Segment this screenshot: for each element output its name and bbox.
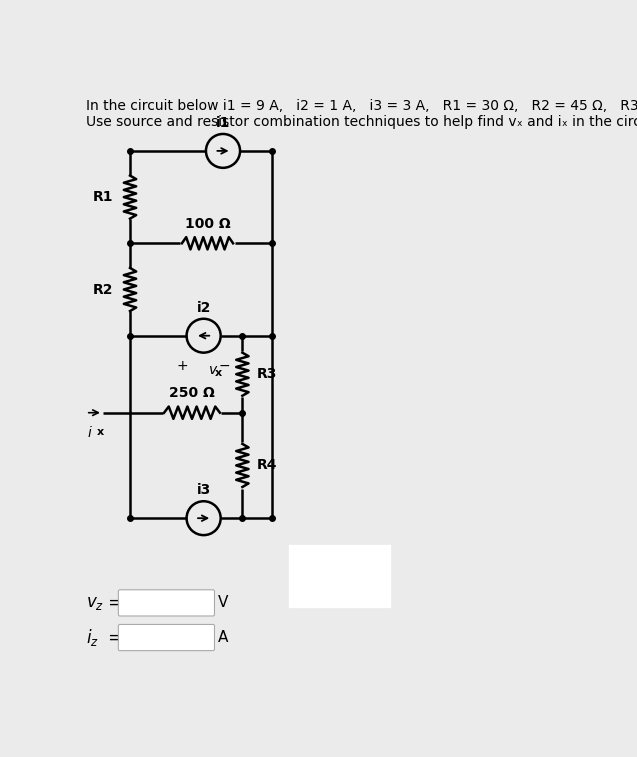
- Text: Use source and resistor combination techniques to help find vₓ and iₓ in the cir: Use source and resistor combination tech…: [86, 116, 637, 129]
- Text: R2: R2: [92, 282, 113, 297]
- Text: +: +: [177, 359, 189, 372]
- Text: V: V: [218, 596, 228, 610]
- Text: $i_z$: $i_z$: [86, 627, 99, 648]
- Text: x: x: [215, 368, 222, 378]
- Text: $v_z$: $v_z$: [86, 594, 104, 612]
- Text: $v$: $v$: [208, 363, 218, 378]
- FancyBboxPatch shape: [118, 590, 215, 616]
- FancyBboxPatch shape: [289, 545, 390, 607]
- Text: −: −: [218, 359, 231, 372]
- Text: i3: i3: [196, 484, 211, 497]
- Text: $i$: $i$: [87, 425, 93, 440]
- Text: R3: R3: [256, 367, 276, 382]
- Text: =: =: [103, 594, 122, 612]
- Text: =: =: [103, 628, 122, 646]
- Text: 100 Ω: 100 Ω: [185, 217, 231, 231]
- Text: A: A: [218, 630, 228, 645]
- Text: 250 Ω: 250 Ω: [169, 386, 215, 400]
- Text: R1: R1: [92, 190, 113, 204]
- FancyBboxPatch shape: [118, 625, 215, 650]
- Text: x: x: [97, 428, 104, 438]
- Text: In the circuit below i1 = 9 A,   i2 = 1 A,   i3 = 3 A,   R1 = 30 Ω,   R2 = 45 Ω,: In the circuit below i1 = 9 A, i2 = 1 A,…: [86, 98, 637, 113]
- Text: i1: i1: [216, 116, 230, 130]
- Text: i2: i2: [196, 301, 211, 315]
- Text: R4: R4: [256, 459, 277, 472]
